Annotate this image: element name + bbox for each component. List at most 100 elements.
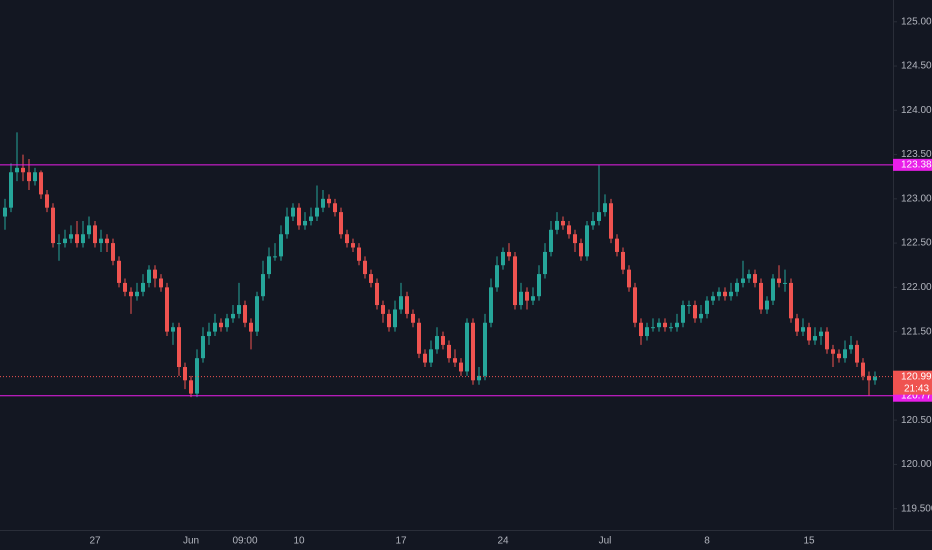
candle-body — [843, 349, 847, 359]
candle-body — [171, 327, 175, 332]
time-tick-label: 24 — [497, 536, 509, 547]
candle-body — [177, 327, 181, 368]
candle-body — [297, 207, 301, 226]
candle-body — [795, 318, 799, 332]
candle-body — [867, 375, 871, 381]
candle-body — [153, 269, 157, 279]
candle-body — [471, 322, 475, 381]
candle-body — [747, 274, 751, 279]
candle-body — [333, 203, 337, 213]
candle-body — [435, 336, 439, 350]
price-label: 120.991 — [901, 371, 932, 382]
candle-body — [411, 313, 415, 323]
candle-body — [573, 234, 577, 244]
candle-body — [303, 220, 307, 226]
candle-body — [357, 247, 361, 261]
candle-body — [375, 282, 379, 306]
candle-body — [33, 172, 37, 182]
candle-body — [387, 313, 391, 328]
candle-body — [591, 220, 595, 226]
countdown: 21:43 — [904, 383, 929, 394]
candle-body — [351, 243, 355, 248]
candle-body — [99, 238, 103, 244]
candle-body — [777, 278, 781, 283]
candle-body — [645, 327, 649, 337]
level-label: 123.384 — [901, 159, 932, 170]
candle-body — [93, 225, 97, 244]
candle-body — [525, 291, 529, 301]
price-label-box — [893, 370, 932, 395]
candle-body — [543, 251, 547, 275]
candle-body — [627, 269, 631, 288]
candle-body — [759, 282, 763, 310]
candle-body — [441, 336, 445, 345]
candle-body — [675, 322, 679, 328]
candle-body — [87, 225, 91, 235]
time-tick-label: 15 — [803, 536, 815, 547]
candle-body — [255, 296, 259, 332]
candle-body — [699, 313, 703, 319]
candle-body — [399, 296, 403, 310]
candle-body — [75, 234, 79, 244]
candle-body — [285, 216, 289, 235]
candle-body — [405, 296, 409, 314]
time-tick-label: 27 — [89, 536, 101, 547]
candle-body — [195, 358, 199, 394]
time-tick-label: 09:00 — [232, 536, 257, 547]
candle-body — [69, 234, 73, 239]
candle-body — [567, 225, 571, 235]
candle-body — [237, 305, 241, 314]
candle-body — [417, 322, 421, 354]
candle-body — [273, 256, 277, 258]
candle-body — [147, 269, 151, 283]
candle-body — [105, 238, 109, 244]
candle-body — [429, 349, 433, 363]
candle-body — [801, 327, 805, 332]
level-label: 120.776 — [901, 390, 932, 401]
price-tick-label: 120.500 — [901, 415, 932, 426]
candle-body — [465, 322, 469, 372]
candle-body — [837, 353, 841, 359]
candle-body — [213, 322, 217, 332]
candle-body — [873, 376, 877, 381]
candle-body — [243, 305, 247, 323]
candle-body — [501, 251, 505, 266]
candle-body — [51, 207, 55, 244]
candle-body — [819, 331, 823, 337]
candle-body — [561, 220, 565, 226]
candle-body — [585, 225, 589, 257]
price-tick-label: 122.500 — [901, 238, 932, 249]
candle-body — [423, 353, 427, 363]
price-tick-label: 125.000 — [901, 16, 932, 27]
candle-body — [453, 358, 457, 363]
candle-body — [189, 380, 193, 394]
price-tick-label: 123.000 — [901, 193, 932, 204]
candle-body — [249, 322, 253, 332]
candle-body — [459, 362, 463, 372]
candle-body — [279, 234, 283, 257]
candle-body — [225, 318, 229, 328]
candle-body — [363, 260, 367, 275]
candle-body — [261, 274, 265, 297]
candle-body — [657, 322, 661, 328]
candle-body — [807, 327, 811, 341]
candle-body — [849, 344, 853, 350]
candle-body — [507, 251, 511, 257]
candle-body — [537, 274, 541, 297]
candle-body — [291, 207, 295, 217]
candle-body — [651, 327, 655, 329]
candle-body — [315, 207, 319, 217]
candle-body — [57, 243, 61, 245]
candle-body — [141, 282, 145, 292]
candle-body — [621, 251, 625, 270]
candle-body — [231, 313, 235, 319]
candle-body — [309, 216, 313, 221]
candle-body — [27, 172, 31, 182]
candle-body — [633, 287, 637, 323]
time-tick-label: Jun — [183, 536, 199, 547]
candle-body — [711, 296, 715, 301]
candle-body — [855, 344, 859, 363]
candle-body — [663, 322, 667, 328]
candle-body — [813, 336, 817, 341]
